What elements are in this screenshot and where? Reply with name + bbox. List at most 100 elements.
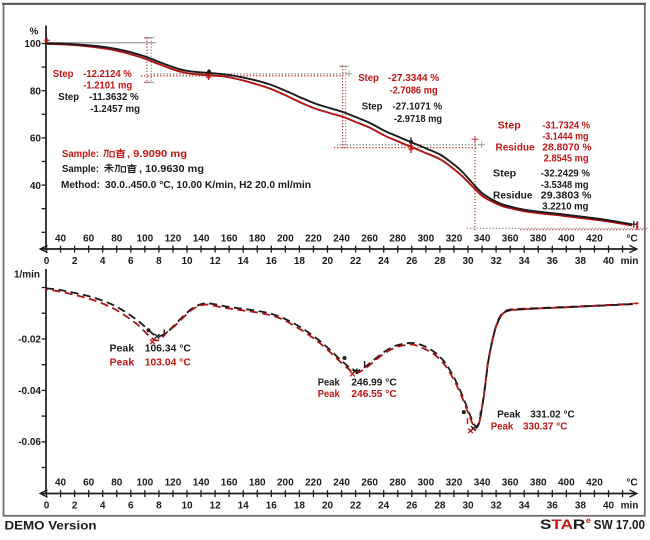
- svg-text:e: e: [586, 515, 591, 525]
- svg-text:60: 60: [30, 134, 42, 145]
- svg-text:6: 6: [128, 256, 134, 267]
- svg-text:240: 240: [333, 234, 350, 245]
- svg-text:280: 280: [389, 234, 406, 245]
- svg-text:38: 38: [575, 256, 587, 267]
- svg-text:min: min: [621, 256, 639, 267]
- svg-text:120: 120: [165, 478, 182, 489]
- svg-text:SW 17.00: SW 17.00: [594, 517, 645, 532]
- svg-text:40: 40: [603, 256, 615, 267]
- svg-text:80: 80: [30, 87, 42, 98]
- svg-text:32: 32: [491, 501, 503, 512]
- svg-text:30: 30: [462, 501, 474, 512]
- svg-text:260: 260: [361, 234, 378, 245]
- svg-text:Method:: Method:: [61, 180, 100, 191]
- svg-text:12: 12: [210, 256, 222, 267]
- svg-text:34: 34: [519, 256, 531, 267]
- svg-text:-27.1071 %: -27.1071 %: [392, 101, 442, 112]
- svg-text:Peak: Peak: [497, 410, 521, 421]
- svg-text:-0.04: -0.04: [18, 386, 41, 397]
- svg-text:34: 34: [519, 501, 531, 512]
- svg-text:, 10.9630 mg: , 10.9630 mg: [139, 164, 204, 175]
- svg-text:360: 360: [502, 478, 519, 489]
- svg-text:100: 100: [137, 478, 154, 489]
- svg-text:220: 220: [305, 478, 322, 489]
- svg-text:26: 26: [406, 501, 418, 512]
- svg-text:4: 4: [100, 256, 106, 267]
- svg-text:22: 22: [350, 256, 362, 267]
- svg-text:103.04 °C: 103.04 °C: [145, 358, 191, 369]
- svg-text:12: 12: [210, 501, 222, 512]
- svg-text:200: 200: [277, 234, 294, 245]
- svg-text:330.37 °C: 330.37 °C: [523, 422, 567, 433]
- svg-text:Sample:: Sample:: [62, 164, 99, 175]
- svg-text:-0.06: -0.06: [18, 437, 41, 448]
- svg-text:29.3803 %: 29.3803 %: [541, 191, 592, 202]
- svg-text:Residue: Residue: [496, 143, 536, 154]
- svg-text:Peak: Peak: [318, 389, 340, 400]
- svg-text:22: 22: [350, 501, 362, 512]
- svg-text:260: 260: [361, 478, 378, 489]
- svg-text:Residue: Residue: [493, 191, 533, 202]
- svg-text:min: min: [621, 501, 639, 512]
- svg-text:-32.2429 %: -32.2429 %: [541, 169, 590, 180]
- svg-text:340: 340: [474, 234, 491, 245]
- svg-text:1/min: 1/min: [14, 270, 40, 281]
- svg-text:60: 60: [83, 234, 95, 245]
- svg-text:16: 16: [266, 256, 278, 267]
- svg-text:340: 340: [474, 478, 491, 489]
- svg-text:360: 360: [502, 234, 519, 245]
- svg-text:8: 8: [156, 501, 162, 512]
- svg-text:100: 100: [24, 39, 41, 50]
- svg-text:160: 160: [221, 234, 238, 245]
- svg-text:400: 400: [558, 478, 575, 489]
- svg-text:30.0..450.0 °C, 10.00 K/min, H: 30.0..450.0 °C, 10.00 K/min, H2 20.0 ml/…: [105, 180, 311, 191]
- svg-text:24: 24: [378, 501, 390, 512]
- svg-text:38: 38: [575, 501, 587, 512]
- svg-text:28.8070 %: 28.8070 %: [542, 143, 591, 154]
- svg-text:36: 36: [547, 256, 559, 267]
- svg-text:106.34 °C: 106.34 °C: [145, 344, 191, 355]
- svg-text:-11.3632 %: -11.3632 %: [89, 92, 139, 103]
- svg-text:-27.3344 %: -27.3344 %: [388, 73, 439, 84]
- svg-text:280: 280: [389, 478, 406, 489]
- svg-text:30: 30: [462, 256, 474, 267]
- svg-text:80: 80: [111, 234, 123, 245]
- svg-text:3.2210 mg: 3.2210 mg: [542, 202, 588, 213]
- svg-text:420: 420: [586, 234, 603, 245]
- svg-text:-31.7324 %: -31.7324 %: [542, 120, 590, 131]
- svg-text:Peak: Peak: [318, 377, 340, 388]
- svg-text:4: 4: [100, 501, 106, 512]
- svg-text:10: 10: [181, 256, 193, 267]
- svg-text:-0.02: -0.02: [18, 334, 41, 345]
- svg-text:20: 20: [322, 256, 334, 267]
- svg-text:24: 24: [378, 256, 390, 267]
- svg-text:2.8545 mg: 2.8545 mg: [544, 153, 589, 164]
- svg-text:240: 240: [333, 478, 350, 489]
- svg-text:140: 140: [193, 478, 210, 489]
- svg-text:Step: Step: [358, 73, 379, 84]
- svg-text:-1.2457 mg: -1.2457 mg: [90, 104, 140, 115]
- svg-text:-12.2124 %: -12.2124 %: [83, 69, 132, 80]
- svg-text:Step: Step: [58, 92, 79, 103]
- svg-text:140: 140: [193, 234, 210, 245]
- svg-text:28: 28: [434, 256, 446, 267]
- svg-text:°C: °C: [626, 234, 637, 245]
- svg-text:320: 320: [446, 478, 463, 489]
- svg-text:36: 36: [547, 501, 559, 512]
- svg-text:18: 18: [294, 501, 306, 512]
- svg-text:6: 6: [128, 501, 134, 512]
- svg-text:10: 10: [181, 501, 193, 512]
- svg-text:Peak: Peak: [110, 358, 135, 369]
- svg-text:DEMO Version: DEMO Version: [5, 519, 97, 533]
- svg-text:Step: Step: [53, 69, 74, 80]
- svg-text:Step: Step: [362, 101, 383, 112]
- svg-text:100: 100: [137, 234, 154, 245]
- svg-text:14: 14: [238, 501, 250, 512]
- svg-text:16: 16: [266, 501, 278, 512]
- svg-text:246.99 °C: 246.99 °C: [351, 377, 396, 388]
- svg-text:Peak: Peak: [491, 422, 514, 433]
- svg-text:60: 60: [83, 478, 95, 489]
- svg-text:320: 320: [446, 234, 463, 245]
- svg-text:380: 380: [530, 234, 547, 245]
